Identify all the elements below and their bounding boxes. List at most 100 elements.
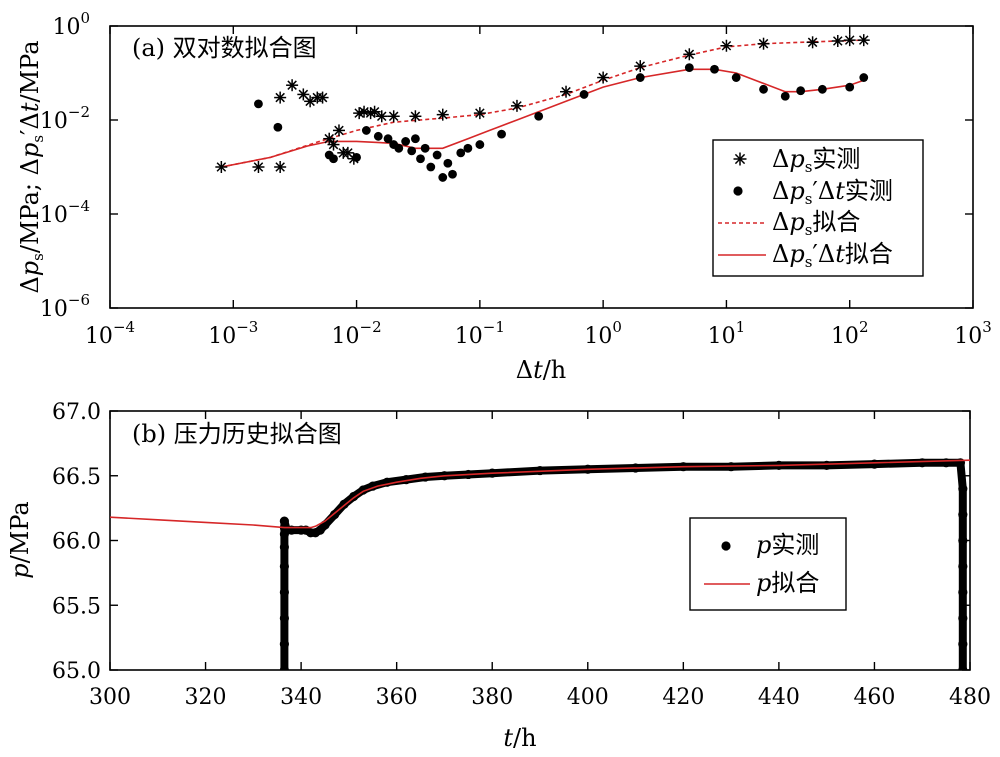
a-star-point	[510, 99, 523, 112]
chart-a-points	[215, 34, 870, 182]
a-y-tick-label: 10−2	[40, 103, 90, 134]
legend-a-label-4: Δps′Δt拟合	[772, 240, 893, 271]
a-star-point	[274, 161, 287, 173]
a-dot-point	[443, 158, 453, 168]
legend-a-item-star: Δps实测	[733, 145, 860, 176]
a-star-point	[409, 110, 422, 123]
a-dot-point	[710, 64, 719, 74]
a-star-point	[831, 34, 844, 47]
chart-b-y-label: p/MPa	[6, 501, 34, 578]
a-dot-point	[463, 143, 473, 153]
a-dot-point	[254, 99, 263, 109]
b-x-tick-label: 480	[949, 685, 991, 710]
chart-b-x-tick-labels: 300 320 340 360 380 400 420 440 460 480	[89, 685, 991, 710]
a-x-tick-label: 100	[584, 318, 622, 349]
a-dot-point	[534, 111, 544, 121]
b-x-tick-label: 340	[280, 685, 322, 710]
chart-b-points	[279, 458, 968, 670]
a-star-point	[720, 39, 733, 52]
a-dot-point	[579, 90, 589, 99]
legend-star-glyph	[733, 152, 747, 166]
a-x-tick-label: 102	[831, 318, 869, 349]
a-star-point	[560, 85, 573, 98]
a-star-point	[375, 110, 388, 123]
chart-b-x-label: t/h	[503, 724, 536, 752]
a-star-point	[757, 37, 770, 50]
b-x-tick-label: 400	[567, 685, 609, 710]
legend-a-item-dashed: Δps拟合	[718, 208, 860, 239]
a-dot-point	[456, 148, 466, 158]
a-dot-point	[796, 86, 806, 96]
a-x-tick-label: 10−2	[332, 318, 382, 349]
a-dot-point	[410, 134, 420, 144]
a-star-point	[857, 34, 870, 47]
a-dot-point	[352, 153, 361, 162]
chart-a-title: (a) 双对数拟合图	[132, 34, 317, 62]
chart-b-title: (b) 压力历史拟合图	[132, 420, 342, 448]
a-star-point	[252, 161, 265, 173]
legend-a-label-1: Δps实测	[772, 145, 860, 176]
a-dot-point	[361, 126, 371, 135]
chart-a-legend: Δps实测 Δps′Δt实测 Δps拟合 Δps′Δt拟合	[712, 139, 924, 277]
legend-b-item-solid: p拟合	[704, 569, 819, 597]
chart-a-y-tick-labels: 10−6 10−4 10−2 100	[40, 9, 90, 322]
a-x-tick-label: 101	[708, 318, 746, 349]
a-y-tick-label: 10−4	[40, 197, 90, 228]
legend-a-label-2: Δps′Δt实测	[772, 177, 893, 208]
a-dot-point	[273, 122, 283, 132]
b-x-tick-label: 420	[662, 685, 704, 710]
a-dot-point	[401, 137, 411, 146]
a-x-tick-label: 10−4	[85, 318, 135, 349]
a-dot-point	[383, 134, 393, 144]
a-dot-point	[373, 131, 383, 141]
chart-a-x-label: Δt/h	[516, 356, 567, 384]
a-x-tick-label: 103	[954, 318, 992, 349]
b-x-tick-label: 360	[376, 685, 418, 710]
chart-a-frame	[109, 25, 974, 309]
b-x-tick-label: 460	[853, 685, 895, 710]
a-star-point	[473, 107, 486, 120]
a-star-point	[286, 79, 299, 92]
a-dot-point	[845, 82, 855, 92]
a-dot-point	[407, 146, 417, 156]
b-y-tick-label: 66.5	[52, 465, 101, 490]
b-series-line-1	[110, 459, 970, 529]
a-dot-point	[475, 140, 485, 149]
chart-b: 300 320 340 360 380 400 420 440 460 480 65.065.56…	[6, 400, 991, 752]
a-star-point	[316, 91, 329, 104]
legend-b-dot-marker	[721, 541, 731, 551]
a-dot-point	[329, 154, 338, 164]
a-star-point	[683, 48, 696, 61]
a-star-point	[806, 36, 819, 49]
chart-b-fit-lines	[110, 459, 970, 529]
a-dot-point	[759, 84, 768, 94]
b-x-tick-label: 440	[758, 685, 800, 710]
legend-star-marker	[733, 152, 747, 166]
a-dot-point	[780, 91, 790, 101]
b-measured-trace	[280, 458, 967, 670]
a-star-point	[387, 110, 400, 123]
a-star-point	[368, 105, 381, 118]
b-y-tick-label: 67.0	[52, 400, 101, 425]
legend-b-label-1: p实测	[756, 531, 819, 559]
a-dot-point	[684, 63, 694, 73]
a-y-tick-label: 10−6	[40, 291, 90, 322]
b-y-tick-label: 65.0	[52, 659, 101, 684]
a-y-tick-label: 100	[52, 9, 90, 40]
legend-a-label-3: Δps拟合	[772, 208, 860, 239]
legend-b-item-dot: p实测	[721, 531, 819, 559]
a-star-point	[634, 60, 647, 73]
a-dot-point	[817, 84, 827, 94]
a-star-point	[327, 138, 340, 151]
a-dot-point	[731, 73, 741, 82]
a-star-point	[332, 124, 345, 137]
chart-a-y-label: Δps/MPa; Δps′Δt/MPa	[16, 40, 47, 293]
legend-a-item-solid: Δps′Δt拟合	[718, 240, 893, 271]
b-x-tick-label: 380	[471, 685, 513, 710]
chart-a-ticks	[109, 25, 974, 309]
a-star-point	[436, 108, 449, 121]
chart-a-x-tick-labels: 10−4 10−3 10−2 10−1 100 101 102 103	[85, 318, 992, 349]
chart-b-y-tick-labels: 65.0 65.5 66.0 66.5 67.0	[52, 400, 101, 684]
a-x-tick-label: 10−1	[455, 318, 505, 349]
b-x-tick-label: 300	[89, 685, 131, 710]
